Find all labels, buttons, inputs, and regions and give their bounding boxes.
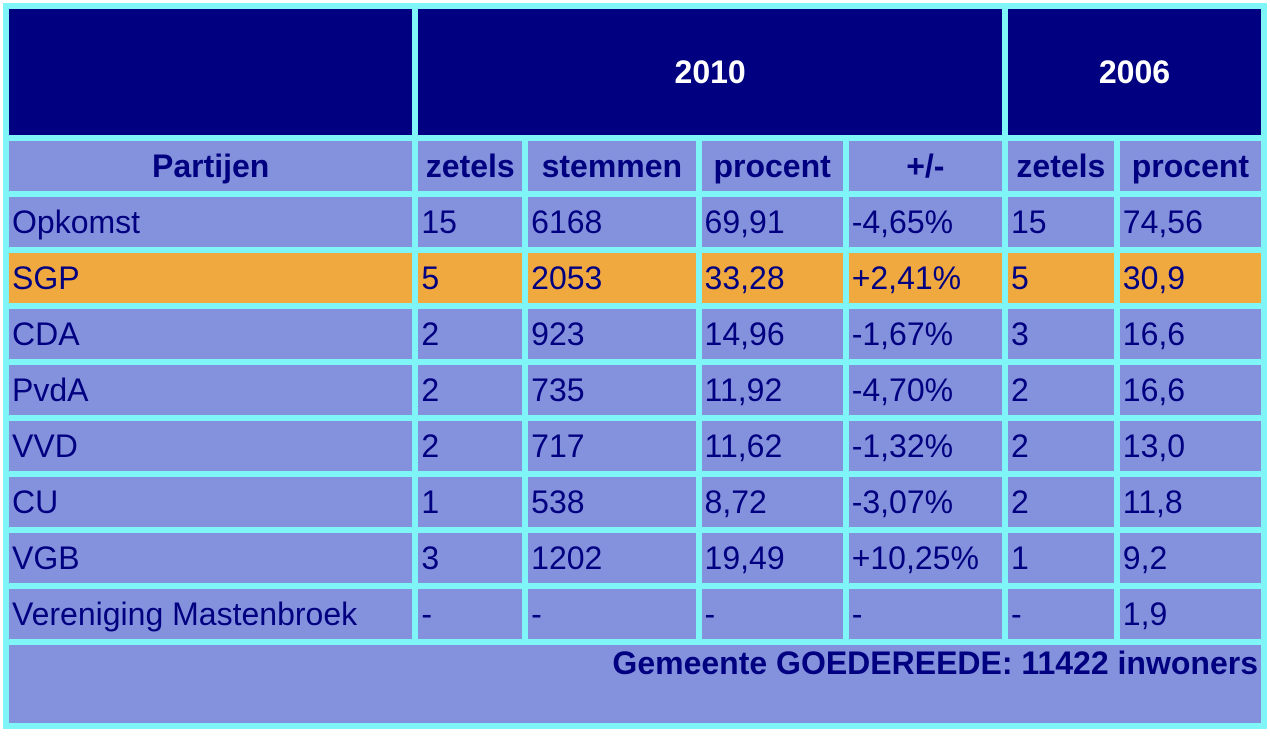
- header-zetels-2010: zetels: [418, 141, 523, 191]
- table-row-highlighted: SGP 5 2053 33,28 +2,41% 5 30,9: [9, 253, 1261, 303]
- procent-2010-cell: 14,96: [701, 309, 843, 359]
- procent-2010-cell: 19,49: [701, 533, 843, 583]
- plusmin-cell: -3,07%: [848, 477, 1002, 527]
- zetels-2010-cell: 2: [418, 421, 523, 471]
- table-row: Vereniging Mastenbroek - - - - - 1,9: [9, 589, 1261, 639]
- plusmin-cell: -1,67%: [848, 309, 1002, 359]
- zetels-2006-cell: 2: [1007, 477, 1114, 527]
- table-row: VVD 2 717 11,62 -1,32% 2 13,0: [9, 421, 1261, 471]
- plusmin-cell: -1,32%: [848, 421, 1002, 471]
- zetels-2010-cell: 5: [418, 253, 523, 303]
- plusmin-cell: -4,70%: [848, 365, 1002, 415]
- plusmin-cell: +10,25%: [848, 533, 1002, 583]
- year-2006-header: 2006: [1007, 9, 1261, 135]
- procent-2006-cell: 74,56: [1119, 197, 1261, 247]
- zetels-2010-cell: 2: [418, 309, 523, 359]
- table-row: VGB 3 1202 19,49 +10,25% 1 9,2: [9, 533, 1261, 583]
- procent-2010-cell: -: [701, 589, 843, 639]
- stemmen-cell: 6168: [528, 197, 696, 247]
- procent-2010-cell: 11,62: [701, 421, 843, 471]
- stemmen-cell: -: [528, 589, 696, 639]
- stemmen-cell: 717: [528, 421, 696, 471]
- plusmin-cell: -: [848, 589, 1002, 639]
- header-zetels-2006: zetels: [1007, 141, 1114, 191]
- procent-2006-cell: 13,0: [1119, 421, 1261, 471]
- header-procent-2006: procent: [1119, 141, 1261, 191]
- party-name: VVD: [9, 421, 413, 471]
- plusmin-cell: -4,65%: [848, 197, 1002, 247]
- zetels-2006-cell: 5: [1007, 253, 1114, 303]
- footer-row: Gemeente GOEDEREEDE: 11422 inwoners: [9, 645, 1261, 723]
- procent-2010-cell: 8,72: [701, 477, 843, 527]
- procent-2006-cell: 16,6: [1119, 309, 1261, 359]
- stemmen-cell: 735: [528, 365, 696, 415]
- procent-2006-cell: 1,9: [1119, 589, 1261, 639]
- zetels-2006-cell: 2: [1007, 365, 1114, 415]
- header-plusmin: +/-: [848, 141, 1002, 191]
- table-row: Opkomst 15 6168 69,91 -4,65% 15 74,56: [9, 197, 1261, 247]
- zetels-2010-cell: 15: [418, 197, 523, 247]
- procent-2010-cell: 33,28: [701, 253, 843, 303]
- plusmin-cell: +2,41%: [848, 253, 1002, 303]
- table-row: CU 1 538 8,72 -3,07% 2 11,8: [9, 477, 1261, 527]
- empty-corner-cell: [9, 9, 413, 135]
- zetels-2006-cell: 15: [1007, 197, 1114, 247]
- party-name: VGB: [9, 533, 413, 583]
- stemmen-cell: 2053: [528, 253, 696, 303]
- header-procent-2010: procent: [701, 141, 843, 191]
- header-partijen: Partijen: [9, 141, 413, 191]
- procent-2006-cell: 9,2: [1119, 533, 1261, 583]
- zetels-2006-cell: -: [1007, 589, 1114, 639]
- year-header-row: 2010 2006: [9, 9, 1261, 135]
- zetels-2010-cell: 2: [418, 365, 523, 415]
- header-stemmen: stemmen: [528, 141, 696, 191]
- procent-2010-cell: 69,91: [701, 197, 843, 247]
- stemmen-cell: 923: [528, 309, 696, 359]
- stemmen-cell: 1202: [528, 533, 696, 583]
- party-name: CU: [9, 477, 413, 527]
- party-name: SGP: [9, 253, 413, 303]
- table-row: CDA 2 923 14,96 -1,67% 3 16,6: [9, 309, 1261, 359]
- zetels-2010-cell: -: [418, 589, 523, 639]
- zetels-2010-cell: 1: [418, 477, 523, 527]
- party-name: Vereniging Mastenbroek: [9, 589, 413, 639]
- party-name: Opkomst: [9, 197, 413, 247]
- table-row: PvdA 2 735 11,92 -4,70% 2 16,6: [9, 365, 1261, 415]
- zetels-2006-cell: 1: [1007, 533, 1114, 583]
- election-results-table: 2010 2006 Partijen zetels stemmen procen…: [3, 3, 1267, 729]
- stemmen-cell: 538: [528, 477, 696, 527]
- party-name: PvdA: [9, 365, 413, 415]
- column-header-row: Partijen zetels stemmen procent +/- zete…: [9, 141, 1261, 191]
- year-2010-header: 2010: [418, 9, 1002, 135]
- procent-2006-cell: 16,6: [1119, 365, 1261, 415]
- zetels-2006-cell: 2: [1007, 421, 1114, 471]
- party-name: CDA: [9, 309, 413, 359]
- municipality-footer: Gemeente GOEDEREEDE: 11422 inwoners: [9, 645, 1261, 723]
- procent-2006-cell: 30,9: [1119, 253, 1261, 303]
- zetels-2006-cell: 3: [1007, 309, 1114, 359]
- procent-2010-cell: 11,92: [701, 365, 843, 415]
- zetels-2010-cell: 3: [418, 533, 523, 583]
- procent-2006-cell: 11,8: [1119, 477, 1261, 527]
